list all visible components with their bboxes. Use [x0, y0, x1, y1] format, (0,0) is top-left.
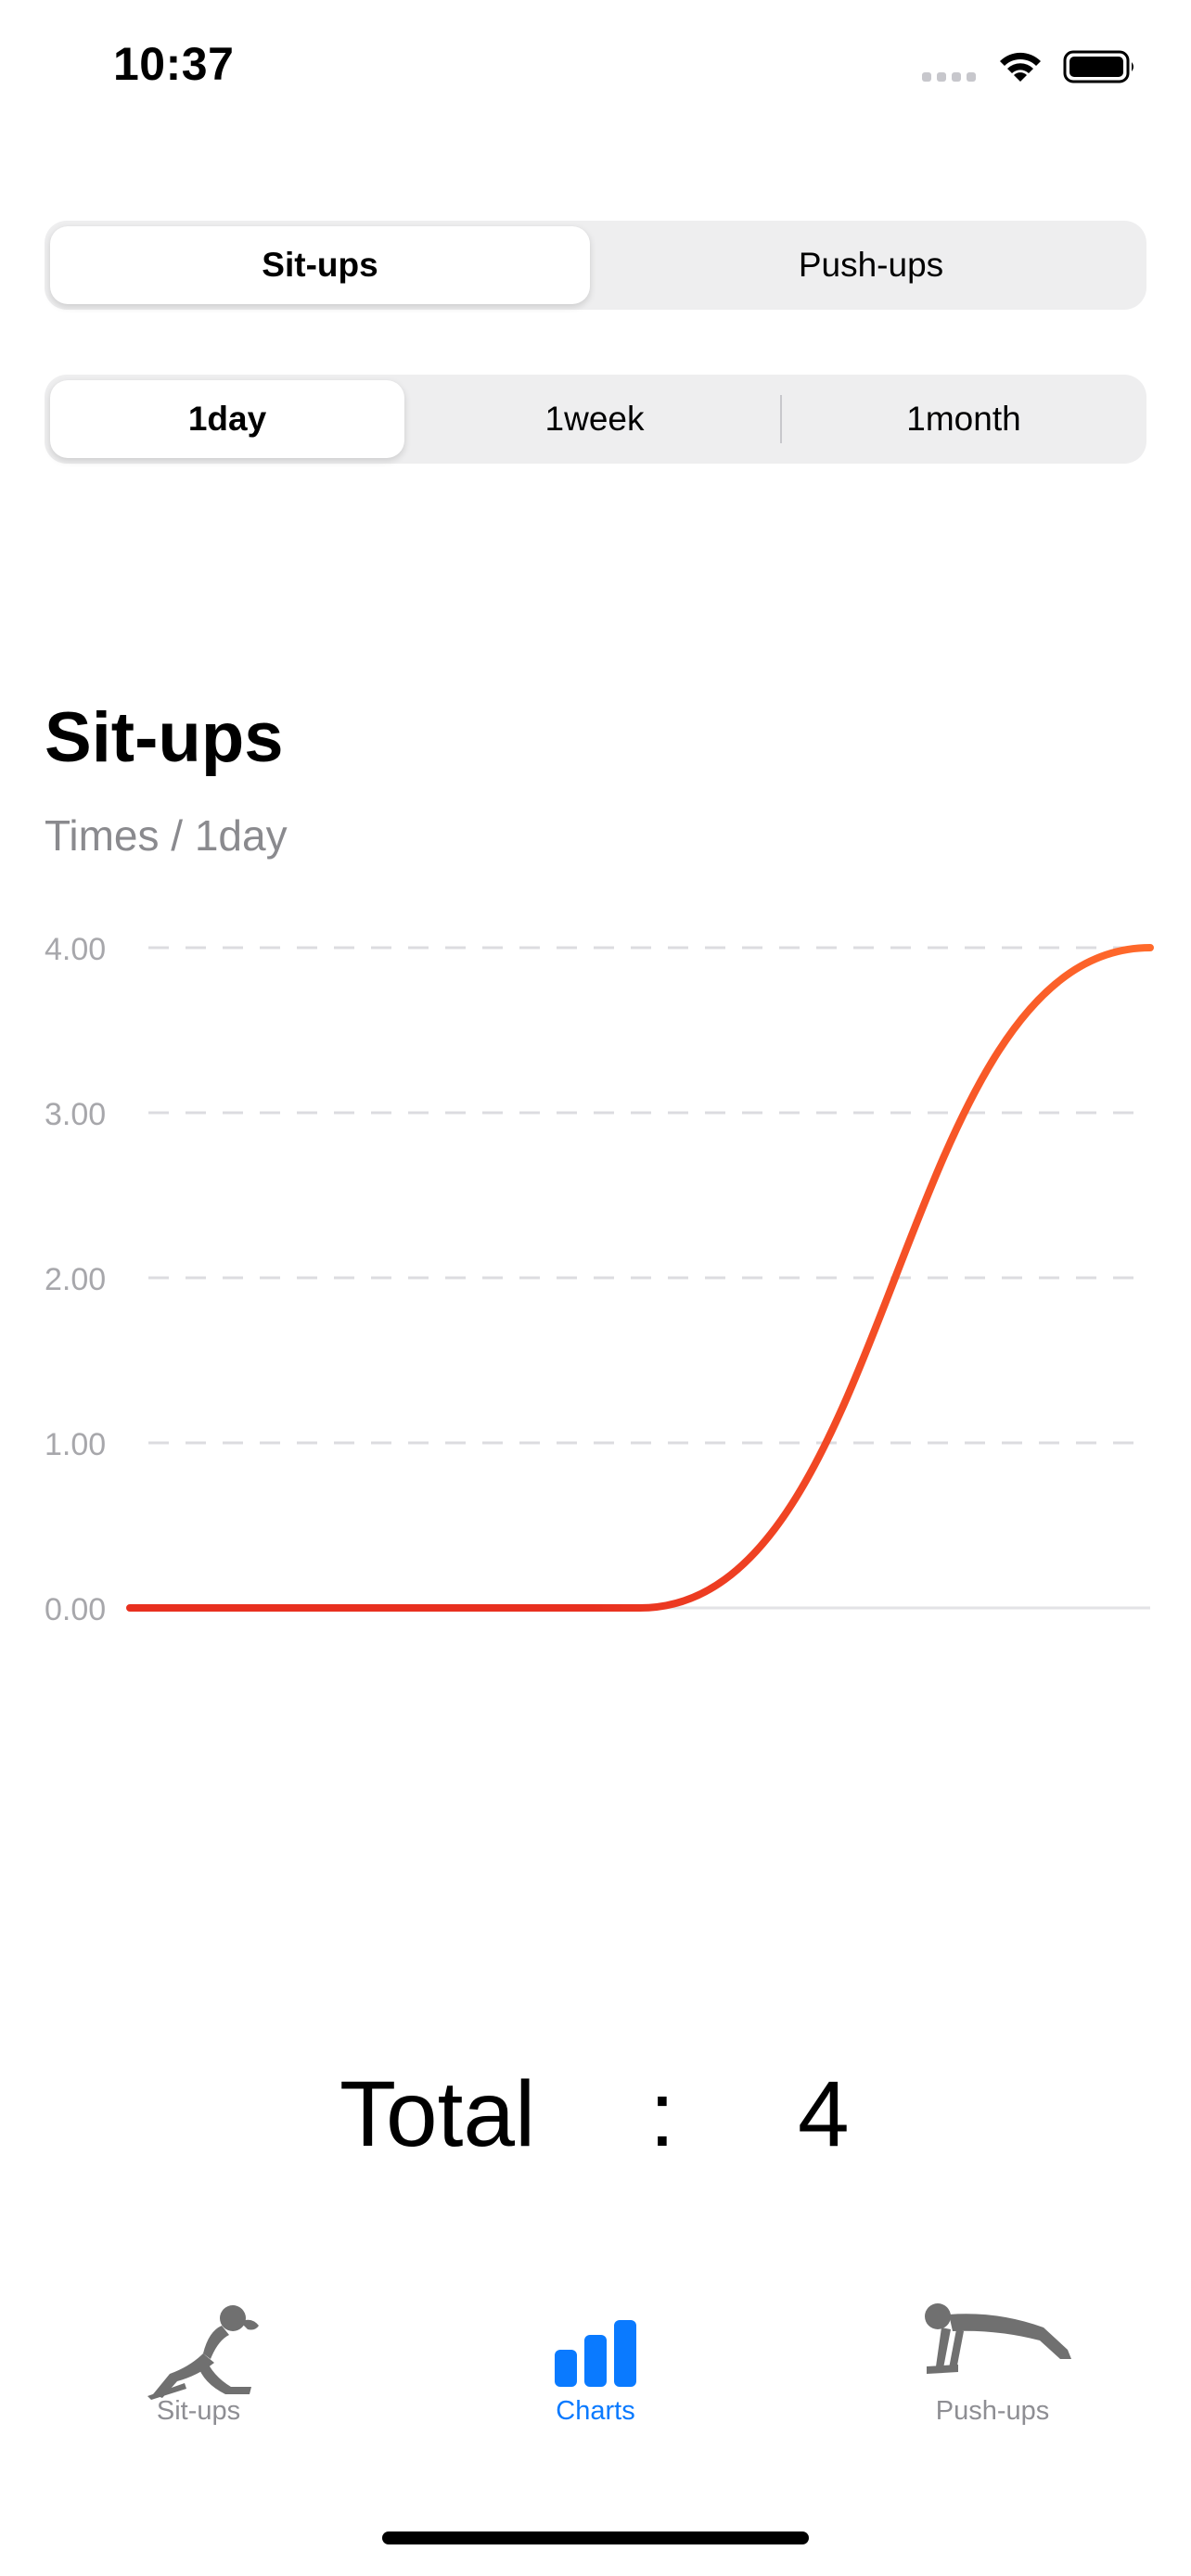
y-tick-label: 1.00: [45, 1427, 106, 1462]
segment-divider: [780, 395, 782, 443]
battery-icon: [1063, 50, 1133, 83]
cellular-signal-icon: [922, 72, 976, 82]
tab-push-ups[interactable]: Push-ups: [794, 2298, 1191, 2437]
segment-1day[interactable]: 1day: [50, 380, 404, 458]
pushup-figure-icon: [925, 2303, 1071, 2374]
period-segmented-control: 1day 1week 1month: [45, 375, 1146, 464]
y-tick-label: 0.00: [45, 1592, 106, 1627]
exercise-segmented-control: Sit-ups Push-ups: [45, 221, 1146, 310]
status-time: 10:37: [113, 38, 235, 90]
y-tick-label: 3.00: [45, 1097, 106, 1132]
chart-title: Sit-ups: [45, 698, 284, 777]
tab-label-charts: Charts: [556, 2396, 635, 2426]
tab-sit-ups[interactable]: Sit-ups: [0, 2298, 397, 2437]
total-value: 4: [798, 2062, 850, 2166]
series-line: [126, 944, 1154, 1613]
tab-label-push-ups: Push-ups: [935, 2396, 1050, 2426]
tab-charts[interactable]: Charts: [397, 2298, 794, 2437]
home-indicator: [382, 2531, 809, 2544]
segment-sit-ups[interactable]: Sit-ups: [50, 226, 590, 304]
y-tick-label: 2.00: [45, 1262, 106, 1297]
wifi-icon: [1000, 52, 1041, 82]
tab-label-sit-ups: Sit-ups: [156, 2396, 241, 2426]
segment-push-ups[interactable]: Push-ups: [798, 246, 944, 284]
bar-chart-icon: [555, 2320, 636, 2387]
line-chart: 0.00 1.00 2.00 3.00 4.00: [45, 932, 1154, 1627]
segment-1month[interactable]: 1month: [906, 400, 1021, 438]
total-separator: :: [649, 2062, 675, 2166]
chart-subtitle: Times / 1day: [45, 811, 288, 860]
total-row: Total : 4: [0, 2059, 1191, 2170]
total-label: Total: [339, 2062, 536, 2166]
situp-figure-icon: [147, 2305, 259, 2400]
y-tick-label: 4.00: [45, 932, 106, 967]
segment-1week[interactable]: 1week: [544, 400, 645, 438]
